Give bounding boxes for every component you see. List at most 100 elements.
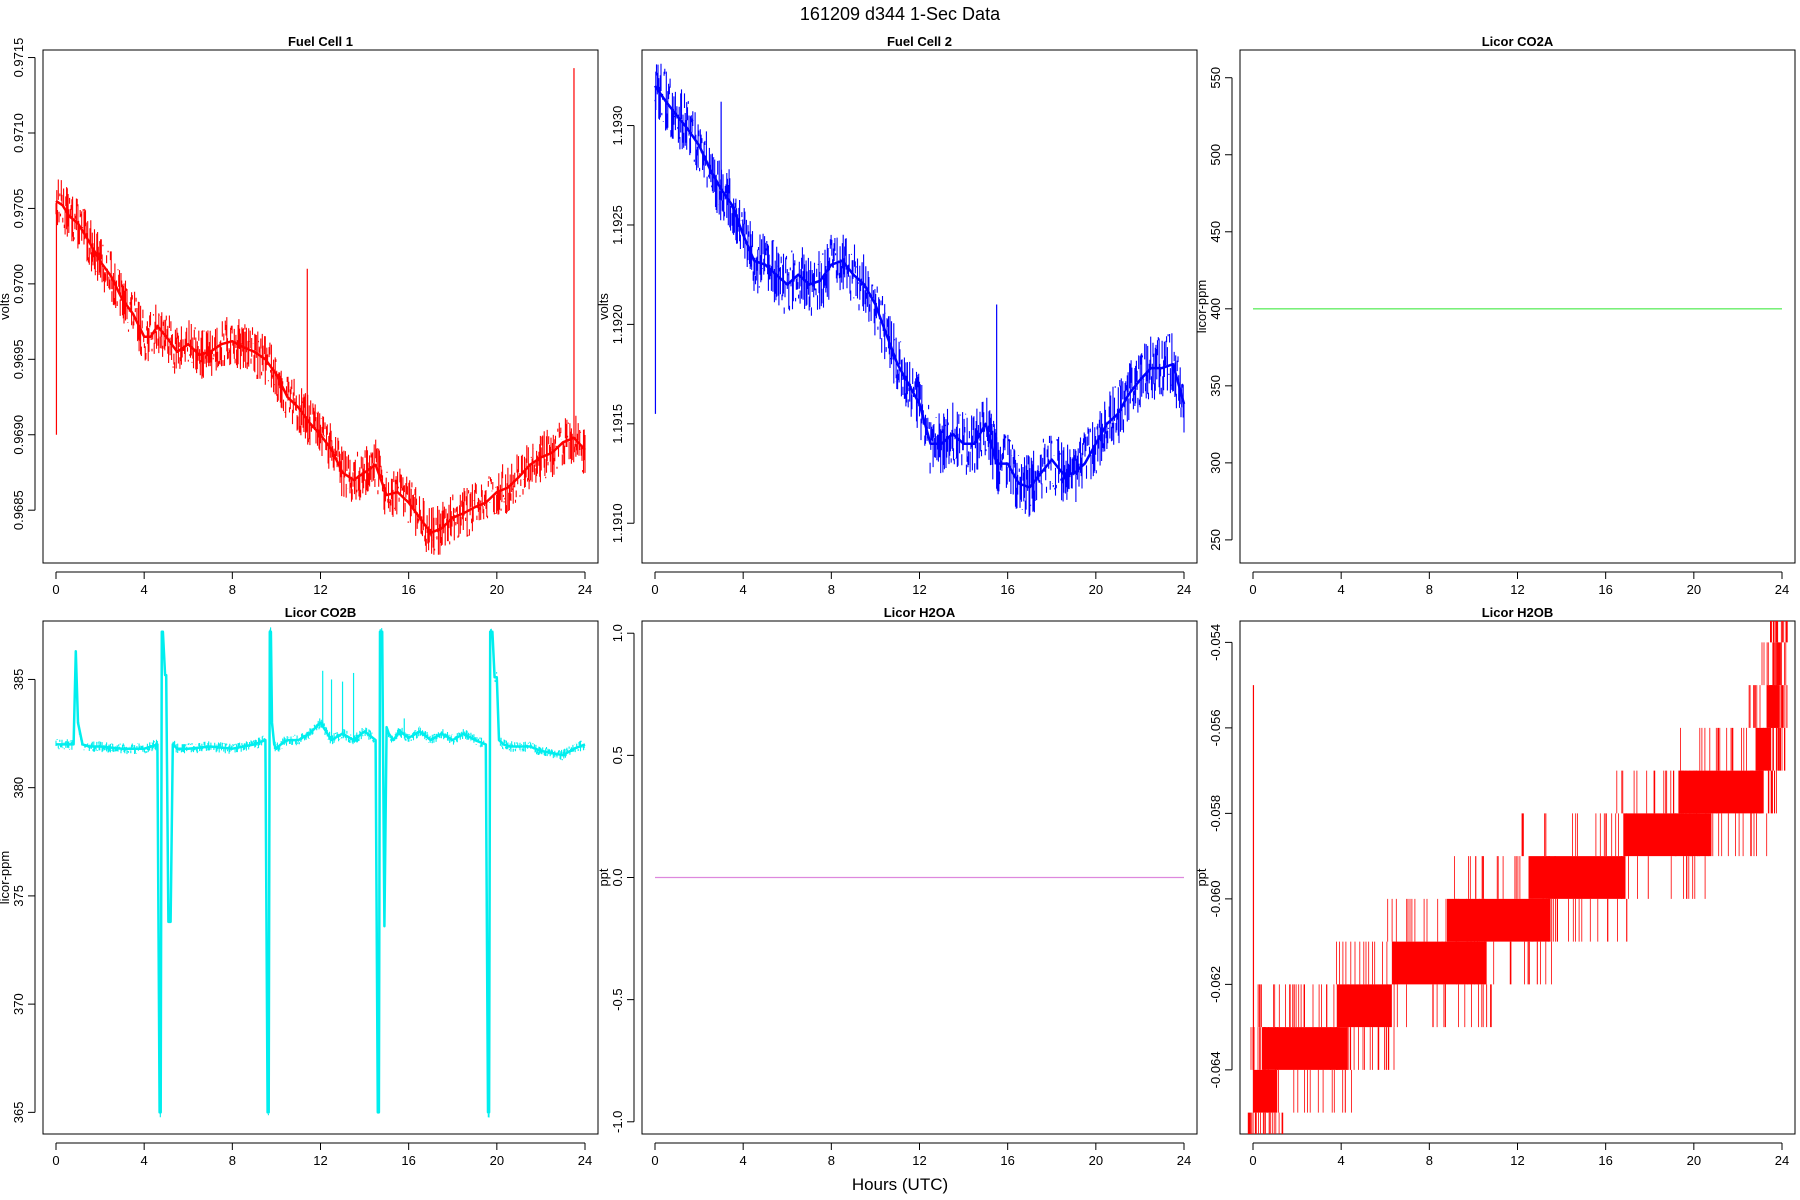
x-tick-label: 24	[1775, 1153, 1789, 1168]
y-tick-label: 0.9705	[11, 189, 26, 229]
x-tick-label: 12	[313, 582, 327, 597]
x-tick-label: 20	[1089, 582, 1103, 597]
y-tick-label: 0.9695	[11, 339, 26, 379]
x-tick-label: 0	[1249, 582, 1256, 597]
data-series-line	[56, 630, 586, 1114]
chart-title: Fuel Cell 1	[288, 34, 353, 49]
y-tick-label: -0.5	[610, 988, 625, 1010]
x-tick-label: 4	[1338, 1153, 1345, 1168]
y-axis-label: volts	[596, 293, 611, 320]
step-flicker	[1761, 642, 1787, 771]
x-tick-label: 24	[1177, 582, 1191, 597]
x-tick-label: 24	[1775, 582, 1789, 597]
y-tick-label: 0.9700	[11, 264, 26, 304]
data-noise-band	[654, 63, 1185, 517]
x-tick-label: 8	[828, 582, 835, 597]
y-axis-label: volts	[0, 293, 12, 320]
x-tick-label: 0	[1249, 1153, 1256, 1168]
data-series-line	[55, 199, 586, 535]
y-tick-label: 365	[11, 1102, 26, 1124]
x-tick-label: 4	[141, 1153, 148, 1168]
x-tick-label: 12	[912, 1153, 926, 1168]
x-tick-label: 0	[52, 1153, 59, 1168]
y-tick-label: -0.058	[1208, 795, 1223, 832]
x-tick-label: 20	[1089, 1153, 1103, 1168]
y-tick-label: 0.5	[610, 746, 625, 764]
chart-panel-1: Fuel Cell 1 volts 0 4 8 12 16 20 24 0.9685 0.9690 0…	[0, 34, 599, 597]
step-flicker	[1770, 621, 1788, 728]
x-tick-label: 12	[313, 1153, 327, 1168]
y-tick-label: 0.9715	[11, 38, 26, 78]
x-tick-label: 20	[1687, 582, 1701, 597]
x-tick-label: 8	[1426, 582, 1433, 597]
y-tick-label: -0.056	[1208, 709, 1223, 746]
x-tick-label: 4	[1338, 582, 1345, 597]
y-tick-label: 1.1920	[610, 305, 625, 345]
y-tick-label: 1.1915	[610, 404, 625, 444]
y-tick-label: -0.064	[1208, 1051, 1223, 1088]
x-tick-label: 12	[1510, 582, 1524, 597]
step-band	[1678, 770, 1763, 814]
data-layer	[653, 63, 1186, 517]
y-tick-label: 1.1910	[610, 503, 625, 543]
y-tick-label: 375	[11, 885, 26, 907]
x-tick-label: 20	[490, 1153, 504, 1168]
x-tick-label: 16	[1000, 1153, 1014, 1168]
chart-title: Licor CO2B	[285, 605, 357, 620]
x-tick-label: 4	[141, 582, 148, 597]
chart-panel-6: Licor H2OB ppt 0 4 8 12 16 20 24 -0.064 -0.062 -0.0…	[1194, 605, 1796, 1168]
x-tick-label: 16	[401, 582, 415, 597]
y-tick-label: 370	[11, 993, 26, 1015]
y-tick-label: 500	[1208, 144, 1223, 166]
data-noise-band	[55, 179, 586, 555]
y-tick-label: 250	[1208, 529, 1223, 551]
y-tick-label: 350	[1208, 375, 1223, 397]
y-tick-label: -0.060	[1208, 880, 1223, 917]
x-tick-label: 24	[578, 582, 592, 597]
x-tick-label: 16	[401, 1153, 415, 1168]
plot-frame	[641, 49, 1198, 564]
chart-title: Licor H2OB	[1482, 605, 1554, 620]
x-tick-label: 8	[1426, 1153, 1433, 1168]
x-tick-label: 8	[229, 1153, 236, 1168]
x-tick-label: 24	[1177, 1153, 1191, 1168]
data-layer	[1247, 621, 1788, 1134]
y-tick-label: 1.1925	[610, 205, 625, 245]
plot-frame	[42, 620, 599, 1135]
chart-panel-5: Licor H2OA ppt 0 4 8 12 16 20 24 -1.0 -0.5 0.0 0.5 1.…	[596, 605, 1198, 1168]
figure-title: 161209 d344 1-Sec Data	[800, 4, 1001, 24]
y-tick-label: 0.9690	[11, 415, 26, 455]
x-tick-label: 12	[1510, 1153, 1524, 1168]
step-band	[1253, 1069, 1278, 1113]
x-tick-label: 20	[1687, 1153, 1701, 1168]
y-tick-label: 0.9685	[11, 490, 26, 530]
step-band	[1391, 941, 1487, 985]
y-tick-label: 0.9710	[11, 113, 26, 153]
figure-xlabel: Hours (UTC)	[852, 1175, 948, 1194]
chart-title: Fuel Cell 2	[887, 34, 952, 49]
y-tick-label: 380	[11, 777, 26, 799]
y-tick-label: -0.054	[1208, 624, 1223, 661]
step-band	[1623, 813, 1712, 857]
panels: Fuel Cell 1 volts 0 4 8 12 16 20 24 0.9685 0.9690 0…	[0, 34, 1796, 1168]
x-tick-label: 8	[828, 1153, 835, 1168]
data-layer	[55, 627, 586, 1118]
y-tick-label: 450	[1208, 221, 1223, 243]
x-tick-label: 20	[490, 582, 504, 597]
x-tick-label: 16	[1000, 582, 1014, 597]
x-tick-label: 24	[578, 1153, 592, 1168]
plot-frame	[641, 620, 1198, 1135]
step-band	[1528, 856, 1626, 899]
step-band	[1446, 898, 1551, 942]
chart-title: Licor CO2A	[1482, 34, 1554, 49]
chart-title: Licor H2OA	[884, 605, 956, 620]
y-tick-label: -1.0	[610, 1111, 625, 1133]
x-tick-label: 4	[740, 582, 747, 597]
data-layer	[55, 68, 586, 555]
chart-panel-3: Licor CO2A licor-ppm 0 4 8 12 16 20 24 250 300 350 4…	[1194, 34, 1796, 597]
x-tick-label: 16	[1598, 582, 1612, 597]
chart-panel-2: Fuel Cell 2 volts 0 4 8 12 16 20 24 1.1910 1.1915 1…	[596, 34, 1198, 597]
x-tick-label: 8	[229, 582, 236, 597]
y-tick-label: 1.0	[610, 624, 625, 642]
